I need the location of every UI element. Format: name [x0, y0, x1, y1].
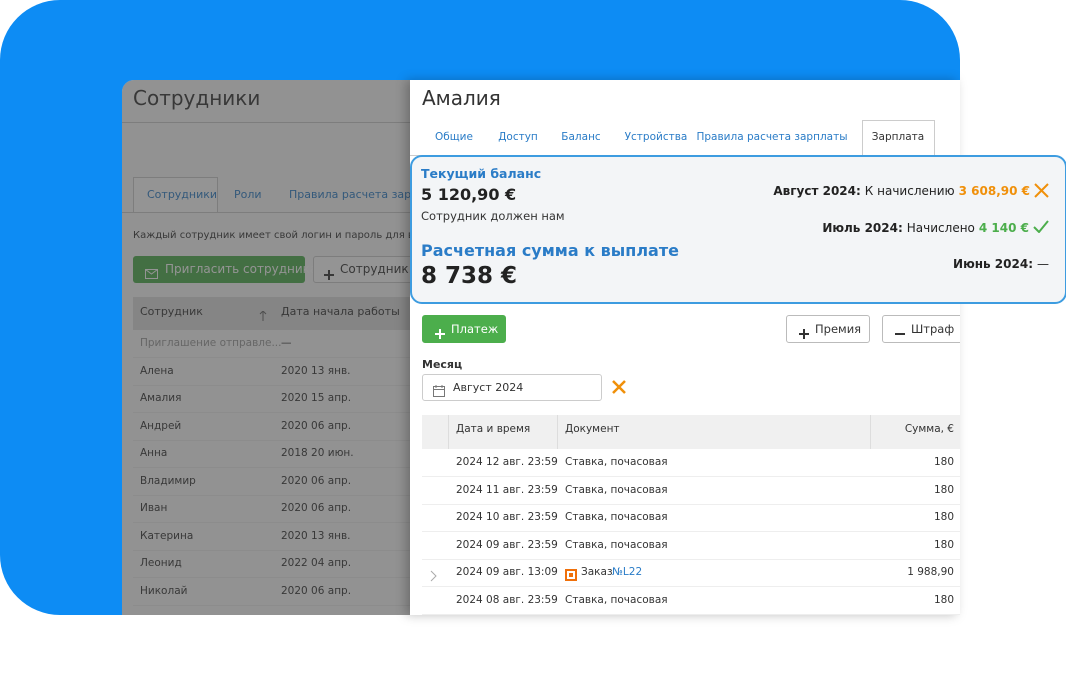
- col-divider: [448, 415, 449, 449]
- fine-button[interactable]: Штраф: [882, 315, 960, 343]
- tab[interactable]: Устройства: [624, 131, 688, 143]
- button-icon: [895, 333, 905, 335]
- expand-icon: [430, 570, 437, 582]
- balance-label: Текущий баланс: [421, 166, 542, 181]
- month-amount: 4 140 €: [978, 220, 1029, 235]
- col-divider: [557, 415, 558, 449]
- status-icon: [1034, 183, 1049, 198]
- row-date: 2024 11 авг. 23:59: [456, 483, 558, 496]
- month-status: Август 2024: К начислению 3 608,90 €: [773, 183, 1049, 198]
- payment-button[interactable]: Платеж: [422, 315, 506, 343]
- calendar-icon: [433, 385, 445, 397]
- fine-button-label: Штраф: [911, 322, 955, 336]
- payout-label: Расчетная сумма к выплате: [421, 241, 679, 260]
- row-date: 2024 09 авг. 13:09: [456, 566, 558, 578]
- button-icon: [799, 329, 809, 339]
- row-divider: [422, 586, 960, 587]
- order-icon: [565, 569, 577, 581]
- row-amount: 180: [933, 538, 954, 551]
- month-label: Месяц: [422, 358, 463, 371]
- tab[interactable]: Доступ: [498, 131, 538, 143]
- tab[interactable]: Баланс: [561, 131, 601, 143]
- expand-icon: [430, 567, 437, 586]
- button-icon: [799, 324, 809, 343]
- month-status: Июль 2024: Начислено 4 140 €: [822, 220, 1049, 235]
- row-amount: 180: [933, 456, 954, 468]
- status-icon: [1033, 220, 1049, 234]
- month-state: К начислению: [864, 183, 955, 198]
- row-divider: [422, 558, 960, 560]
- row-date: 2024 10 авг. 23:59: [456, 511, 558, 523]
- tab[interactable]: Правила расчета зарплаты: [696, 131, 848, 143]
- balance-note: Сотрудник должен нам: [421, 209, 565, 223]
- row-divider: [422, 476, 960, 477]
- month-value: Август 2024: [453, 381, 524, 394]
- bonus-button[interactable]: Премия: [786, 315, 870, 343]
- month-name: Август 2024:: [773, 183, 861, 198]
- balance-value: 5 120,90 €: [421, 185, 517, 204]
- status-icon: [1034, 183, 1049, 198]
- row-date: 2024 09 авг. 23:59: [456, 538, 558, 551]
- button-icon: [895, 324, 905, 343]
- dim-overlay: [122, 80, 410, 615]
- calendar-icon: [433, 382, 445, 401]
- button-icon: [435, 329, 445, 339]
- row-document: Ставка, почасовая: [565, 456, 668, 468]
- row-document: Ставка, почасовая: [565, 538, 668, 551]
- row-date: 2024 08 авг. 23:59: [456, 593, 558, 606]
- payment-button-label: Платеж: [451, 322, 499, 336]
- tab-active: [862, 120, 935, 156]
- row-document: Ставка, почасовая: [565, 511, 668, 523]
- employee-name: Амалия: [422, 86, 501, 110]
- row-divider: [422, 531, 960, 532]
- row-amount: 1 988,90: [907, 566, 954, 578]
- row-date: 2024 12 авг. 23:59: [456, 456, 558, 468]
- bonus-button-label: Премия: [815, 322, 862, 336]
- row-amount: 180: [933, 483, 954, 496]
- col-divider: [870, 415, 871, 449]
- month-name: Июнь 2024:: [953, 257, 1033, 271]
- order-icon: [565, 566, 577, 585]
- clear-icon: [612, 380, 626, 394]
- row-amount: 180: [933, 511, 954, 523]
- order-link[interactable]: №L22: [612, 566, 643, 578]
- tab[interactable]: Зарплата: [871, 131, 925, 143]
- col-header[interactable]: Дата и время: [456, 423, 531, 435]
- employees-panel: СотрудникиСотрудникиРолиПравила расчета …: [122, 80, 410, 615]
- col-header[interactable]: Сумма, €: [904, 423, 954, 435]
- month-amount: 3 608,90 €: [958, 183, 1030, 198]
- month-input[interactable]: Август 2024: [422, 374, 602, 401]
- col-header[interactable]: Документ: [565, 423, 620, 435]
- clear-icon: [612, 379, 626, 398]
- row-document: Ставка, почасовая: [565, 483, 668, 496]
- status-icon: [1033, 220, 1049, 235]
- month-state: —: [1037, 257, 1049, 271]
- month-name: Июль 2024:: [822, 220, 903, 235]
- row-amount: 180: [933, 593, 954, 606]
- balance-card: Текущий баланс 5 120,90 € Сотрудник должен…: [410, 155, 1066, 304]
- row-document: Заказ: [581, 566, 613, 578]
- row-document: Ставка, почасовая: [565, 593, 668, 606]
- button-icon: [435, 324, 445, 343]
- tab[interactable]: Общие: [435, 131, 473, 143]
- row-divider: [422, 613, 960, 615]
- row-divider: [422, 503, 960, 505]
- month-state: Начислено: [906, 220, 975, 235]
- payout-value: 8 738 €: [421, 263, 518, 289]
- month-status: Июнь 2024: —: [953, 257, 1049, 271]
